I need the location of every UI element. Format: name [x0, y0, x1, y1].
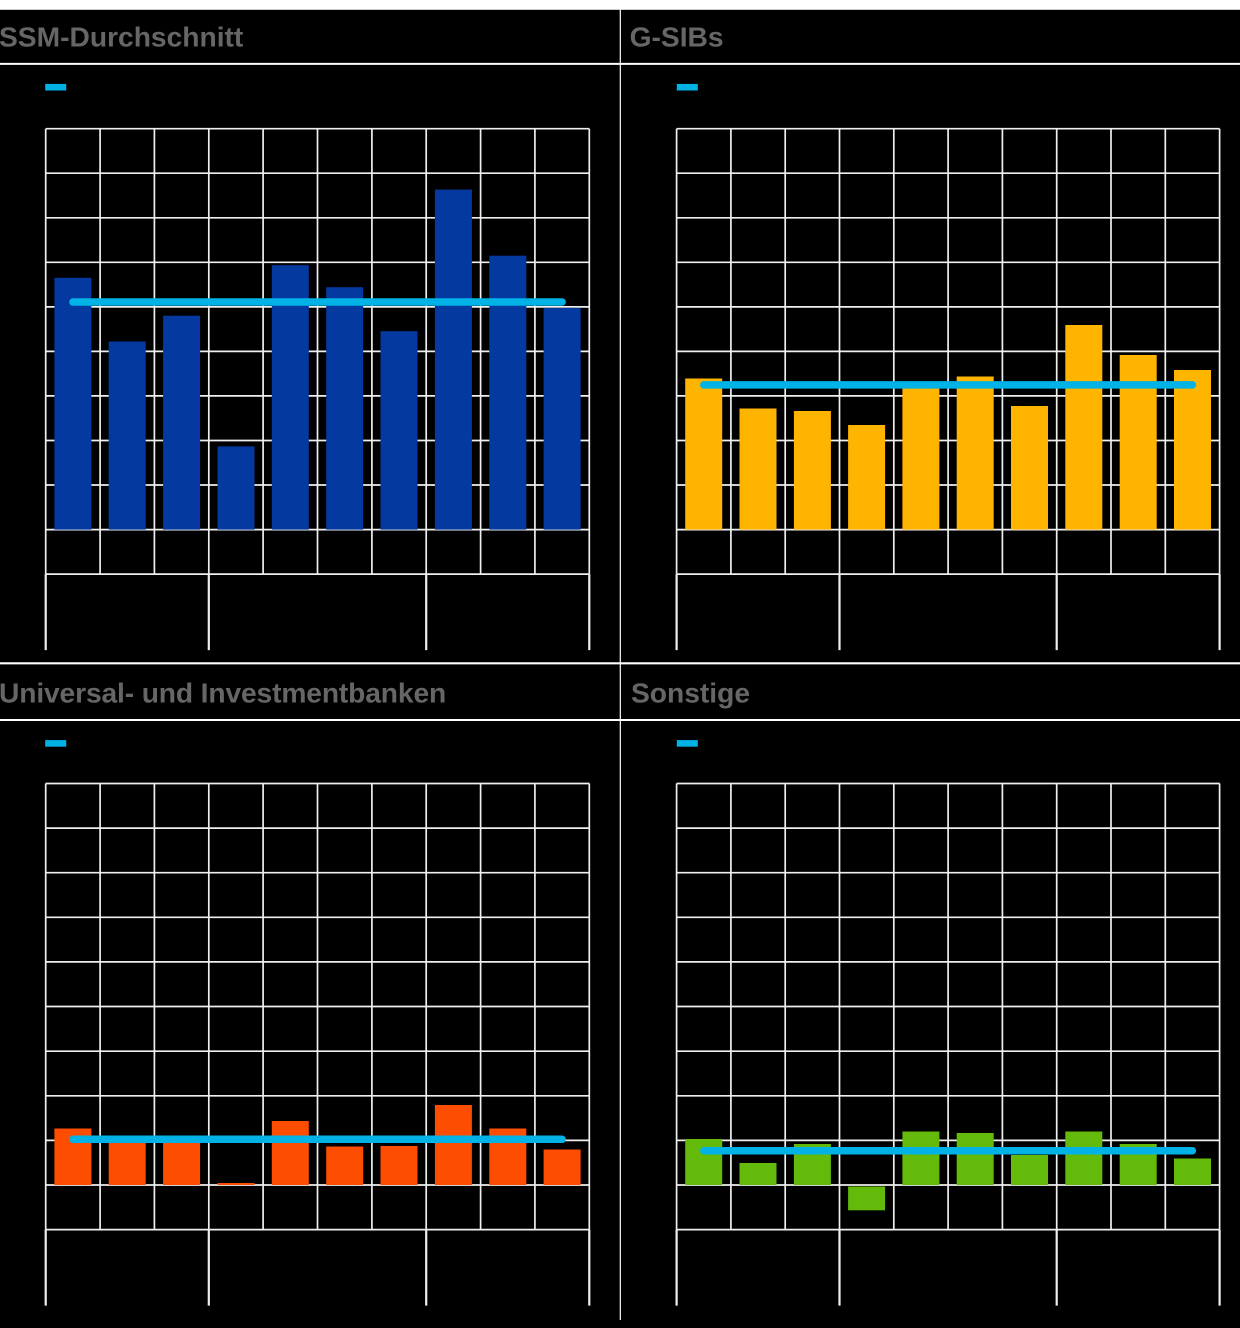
svg-text:G-SIBs: G-SIBs	[630, 20, 724, 52]
svg-text:SSM-Durchschnitt: SSM-Durchschnitt	[0, 20, 244, 52]
svg-text:Sonstige: Sonstige	[631, 677, 750, 709]
svg-text:Universal- und Investmentbanke: Universal- und Investmentbanken	[0, 677, 446, 709]
